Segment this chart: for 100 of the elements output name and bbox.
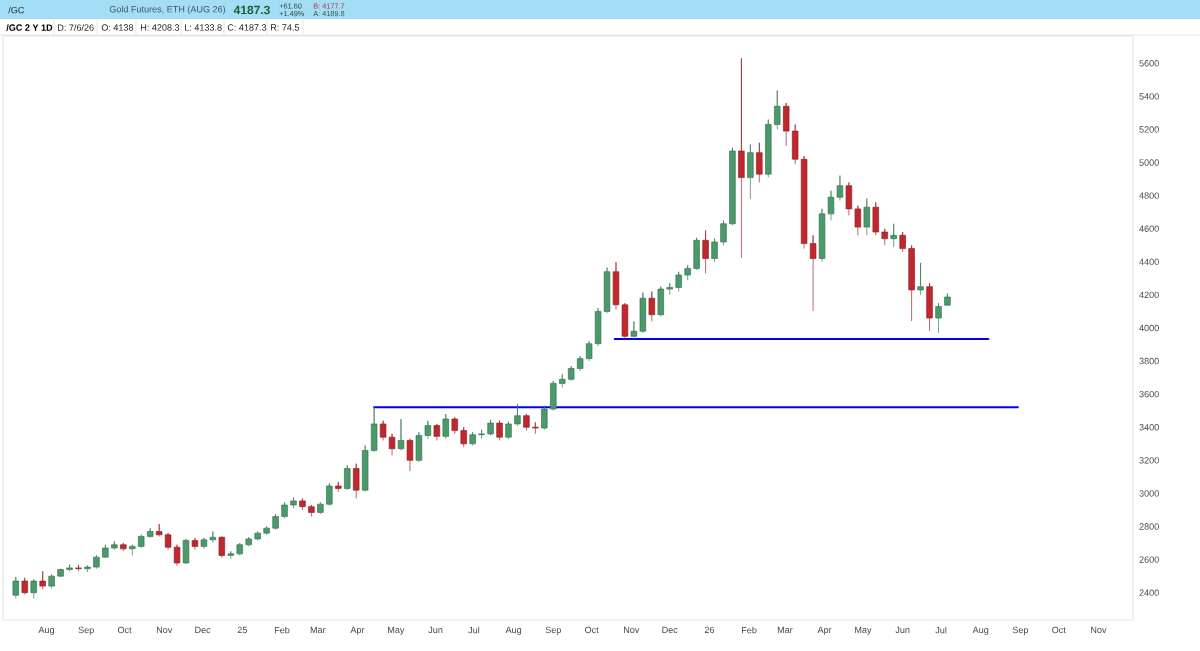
candlestick [747,144,754,200]
candlestick [218,536,226,559]
candlestick [917,262,924,296]
candlestick [791,124,799,165]
x-tick-label: Jun [895,626,910,634]
candlestick [254,531,261,541]
candlestick [245,536,252,547]
candlestick [603,267,611,314]
candlestick [111,541,118,551]
y-tick-label: 3000 [1139,490,1159,497]
candlestick [648,291,656,322]
candlestick [702,230,709,274]
candlestick [75,564,82,572]
x-tick-label: Jun [428,626,443,634]
candlestick [263,526,270,536]
candlestick [227,551,234,560]
candlestick [21,577,28,595]
text: D: 7/6/26 [58,24,94,31]
candlestick [326,483,333,507]
candlestick [809,235,817,312]
y-tick-label: 3600 [1139,390,1159,398]
candlestick [433,423,441,441]
candlestick [138,534,145,549]
candlestick [388,433,396,456]
candlestick [66,564,73,572]
text: R: 74.5 [271,24,300,31]
x-tick-label: Apr [817,626,832,635]
y-tick-label: 5200 [1139,126,1159,133]
candlestick [559,373,566,388]
candlestick [84,565,91,573]
candlestick [57,568,64,578]
candlestick [12,576,20,599]
candlestick [872,201,879,236]
x-tick-label: Nov [1091,626,1107,634]
text: C: 4187.3 [227,24,267,31]
candlestick [881,228,888,246]
candlestick [899,231,906,253]
candlestick [120,542,127,552]
candlestick [514,403,521,426]
x-tick-label: Oct [1052,626,1066,634]
candlestick [379,420,387,441]
y-tick-label: 4200 [1139,291,1159,299]
candlestick [93,555,100,570]
candlestick [191,537,199,551]
candlestick [173,544,181,567]
candlestick [935,302,942,334]
candlestick [200,537,208,550]
candlestick [505,421,512,440]
x-tick-label: Feb [742,626,757,634]
x-tick-label: Aug [38,626,54,635]
y-tick-label: 5600 [1139,60,1159,67]
candlestick [406,438,414,472]
x-tick-label: May [388,626,405,635]
candlestick [523,413,530,431]
x-tick-label: Mar [777,626,793,634]
candlestick [308,504,315,517]
y-tick-label: 5000 [1139,159,1159,166]
text: 4187.3 [233,5,270,15]
text: L: 4133.8 [185,24,222,31]
y-tick-label: 4000 [1139,324,1159,332]
x-tick-label: Aug [505,626,522,635]
candlestick [415,431,423,463]
candlestick [102,544,109,559]
candlestick [451,417,458,435]
x-tick-label: Aug [972,626,989,635]
candlestick [299,498,306,511]
candlestick [541,405,548,431]
candlestick [765,119,772,178]
x-tick-label: Oct [117,626,132,634]
candlestick [487,419,494,436]
x-tick-label: Nov [156,626,173,634]
chart-title: Gold Futures, ETH (AUG 26) [109,5,226,15]
candlestick [129,544,136,556]
candlestick [729,147,736,226]
chart-subtitle: /GC 2 Y 1D [6,24,53,31]
candlestick [236,542,243,556]
candlestick [711,238,718,263]
candlestick [720,220,727,246]
y-tick-label: 2800 [1139,523,1159,530]
y-tick-label: 2600 [1139,556,1159,563]
x-tick-label: May [855,626,872,635]
candlestick [182,538,190,565]
candlestick [496,420,503,441]
y-tick-label: 5400 [1139,93,1159,100]
candlestick [666,282,673,296]
candlestick [576,355,584,372]
text: H: 4208.3 [141,24,180,31]
candlestick [890,223,897,248]
y-tick-label: 4600 [1139,225,1159,232]
text: O: 4138 [101,24,134,31]
candlestick [630,321,638,340]
candlestick [209,531,217,544]
candlestick [272,513,279,531]
x-tick-label: 26 [704,626,715,634]
candlestick [782,102,790,147]
x-tick-label: Feb [274,626,290,634]
candlestick [944,293,951,307]
candlestick [550,380,557,412]
candlestick [756,142,763,183]
x-tick-label: 25 [237,626,247,634]
